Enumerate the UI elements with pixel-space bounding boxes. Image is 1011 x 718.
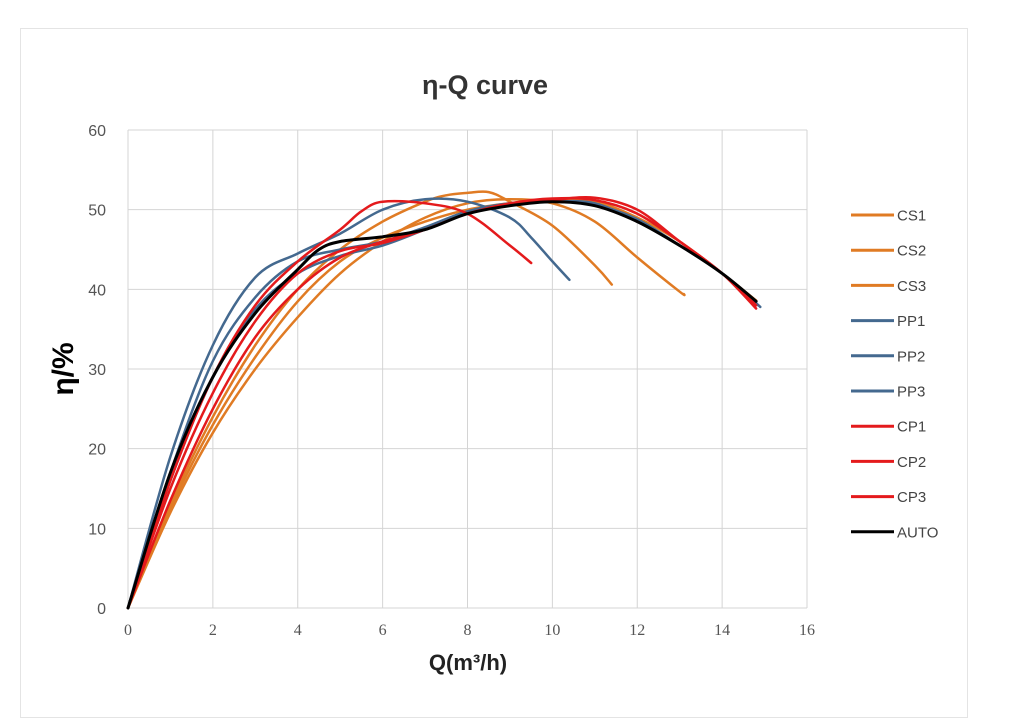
y-axis-label: η/% xyxy=(47,342,80,395)
x-tick-label: 10 xyxy=(544,622,560,639)
legend-label: CP1 xyxy=(897,419,926,436)
x-tick-label: 16 xyxy=(799,622,815,639)
y-tick-label: 50 xyxy=(88,203,106,220)
series-line-cs2 xyxy=(126,198,686,610)
x-tick-label: 2 xyxy=(209,622,217,639)
series-line-pp3 xyxy=(126,200,760,610)
y-tick-label: 40 xyxy=(88,282,106,299)
x-axis-ticks: 0 2 4 6 8 10 12 14 16 xyxy=(124,622,815,639)
legend-item-cs1: CS1 xyxy=(851,208,926,225)
y-tick-label: 60 xyxy=(88,123,106,140)
legend: CS1 CS2 CS3 PP1 PP2 PP3 CP1 CP2 CP3 AUTO xyxy=(851,208,938,541)
x-tick-label: 4 xyxy=(294,622,302,639)
legend-label: CS1 xyxy=(897,208,926,225)
y-tick-label: 10 xyxy=(88,521,106,538)
x-tick-label: 12 xyxy=(629,622,645,639)
chart-title: η-Q curve xyxy=(422,70,548,100)
legend-label: AUTO xyxy=(897,524,938,541)
y-tick-label: 0 xyxy=(97,601,106,618)
series-line-cp2 xyxy=(126,196,758,610)
legend-item-cp3: CP3 xyxy=(851,489,926,506)
legend-label: CS3 xyxy=(897,278,926,295)
legend-label: CS2 xyxy=(897,243,926,260)
series-line-auto xyxy=(126,200,758,610)
legend-item-pp3: PP3 xyxy=(851,384,925,401)
y-tick-label: 20 xyxy=(88,442,106,459)
legend-item-cs3: CS3 xyxy=(851,278,926,295)
legend-item-cp1: CP1 xyxy=(851,419,926,436)
x-tick-label: 8 xyxy=(464,622,472,639)
series-line-pp1 xyxy=(126,197,571,610)
chart-frame: η-Q curve 0 10 20 30 40 50 60 0 2 4 6 8 10 12 14 16 Q(… xyxy=(20,28,968,718)
x-tick-label: 14 xyxy=(714,622,730,639)
chart-svg: η-Q curve 0 10 20 30 40 50 60 0 2 4 6 8 10 12 14 16 Q(… xyxy=(47,70,938,675)
legend-item-pp2: PP2 xyxy=(851,348,925,365)
legend-item-auto: AUTO xyxy=(851,524,938,541)
series-lines xyxy=(126,190,762,610)
legend-label: PP1 xyxy=(897,313,925,330)
x-tick-label: 0 xyxy=(124,622,132,639)
legend-item-cp2: CP2 xyxy=(851,454,926,471)
legend-label: CP2 xyxy=(897,454,926,471)
series-line-cs3 xyxy=(126,198,758,610)
legend-item-pp1: PP1 xyxy=(851,313,925,330)
legend-item-cs2: CS2 xyxy=(851,243,926,260)
x-tick-label: 6 xyxy=(379,622,387,639)
legend-label: PP2 xyxy=(897,348,925,365)
series-line-cp3 xyxy=(126,195,758,610)
legend-label: PP3 xyxy=(897,384,925,401)
y-axis-ticks: 0 10 20 30 40 50 60 xyxy=(88,123,106,618)
y-tick-label: 30 xyxy=(88,362,106,379)
series-line-pp2 xyxy=(126,199,762,610)
series-line-cs1 xyxy=(126,190,614,610)
x-axis-label: Q(m³/h) xyxy=(429,650,507,675)
legend-label: CP3 xyxy=(897,489,926,506)
